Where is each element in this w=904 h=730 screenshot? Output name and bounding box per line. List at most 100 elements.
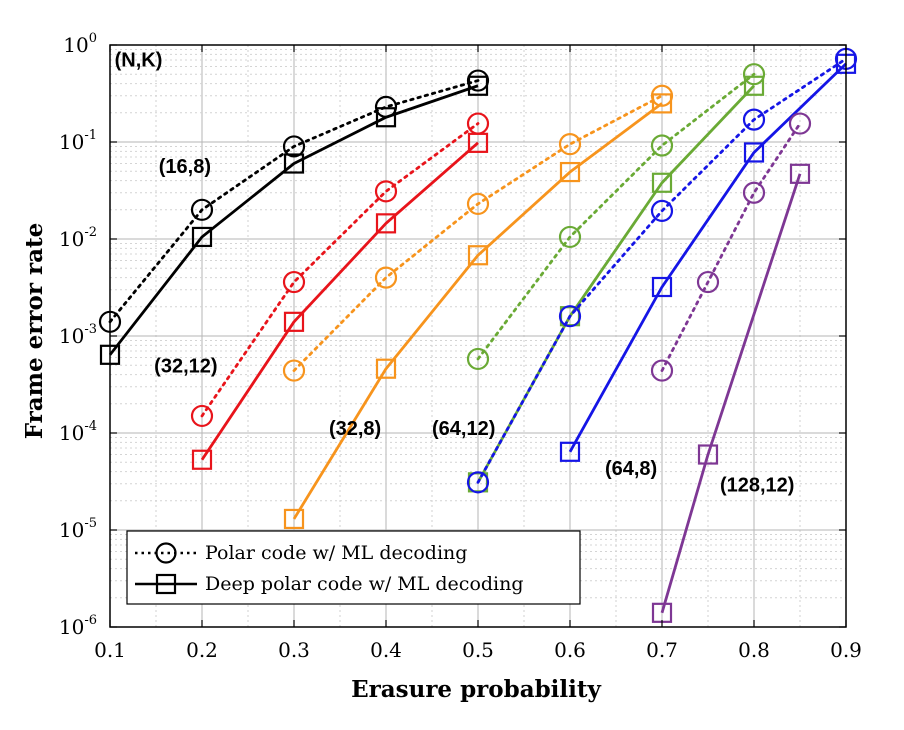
y-tick-exponent: -4: [84, 419, 97, 434]
data-point-circle: [190, 198, 214, 221]
annotation-label: (16,8): [159, 156, 211, 178]
data-point-circle: [696, 270, 720, 294]
data-point-square: [467, 132, 489, 153]
x-tick-label: 0.6: [554, 638, 586, 662]
data-point-circle: [374, 180, 398, 203]
y-tick-base: 10: [59, 421, 84, 445]
y-tick-base: 10: [59, 518, 84, 542]
y-tick-label: 10-3: [59, 322, 97, 348]
series-12812-deep-polar: [651, 163, 811, 623]
series-line: [108, 79, 480, 324]
data-point-circle: [558, 133, 582, 156]
series-line: [200, 122, 480, 418]
data-point-square: [283, 311, 305, 332]
data-point-square: [283, 153, 305, 174]
data-point-circle: [466, 192, 490, 216]
x-tick-label: 0.4: [370, 638, 402, 662]
annotation-label: (32,12): [154, 356, 217, 378]
series-line: [660, 122, 802, 372]
data-point-circle: [282, 270, 306, 294]
annotation-label: (N,K): [115, 50, 163, 72]
data-point-circle: [742, 63, 766, 86]
x-tick-label: 0.5: [462, 638, 494, 662]
data-point-square: [283, 508, 305, 530]
series-line: [292, 102, 663, 520]
y-tick-base: 10: [63, 33, 88, 57]
data-point-circle: [374, 266, 398, 289]
series-line: [476, 84, 756, 484]
y-tick-exponent: -2: [84, 225, 97, 240]
legend-polar-circle-icon: [155, 542, 177, 564]
annotation-label: (128,12): [720, 474, 795, 496]
x-tick-label: 0.1: [94, 638, 126, 662]
data-point-square: [743, 75, 765, 96]
y-tick-base: 10: [59, 615, 84, 639]
x-tick-label: 0.7: [646, 638, 678, 662]
data-point-square: [559, 161, 581, 183]
annotation-label: (32,8): [329, 418, 381, 440]
legend: Polar code w/ ML decoding Deep polar cod…: [126, 530, 581, 605]
legend-box: [126, 530, 581, 605]
y-tick-label: 100: [63, 31, 97, 57]
annotation-label: (64,12): [432, 418, 495, 440]
series-12812-polar: [650, 112, 812, 382]
x-axis-label: Erasure probability: [351, 676, 601, 703]
data-point-square: [467, 75, 489, 96]
series-line: [476, 72, 756, 361]
y-tick-exponent: -5: [84, 516, 97, 531]
data-point-square: [789, 163, 811, 184]
data-point-circle: [788, 112, 812, 135]
data-point-circle: [466, 347, 490, 371]
y-tick-base: 10: [59, 227, 84, 251]
data-point-square: [191, 226, 213, 248]
y-tick-exponent: -6: [84, 613, 97, 628]
x-tick-label: 0.2: [186, 638, 218, 662]
grid: [110, 45, 846, 627]
data-point-circle: [742, 181, 766, 204]
data-point-circle: [650, 199, 674, 222]
data-point-circle: [742, 108, 766, 131]
data-point-circle: [558, 305, 582, 328]
y-tick-label: 10-6: [59, 613, 97, 639]
series-line: [200, 141, 479, 461]
series-line: [660, 173, 802, 614]
data-point-square: [191, 449, 213, 470]
legend-deep-square-icon: [155, 573, 177, 595]
data-point-square: [375, 213, 397, 234]
data-point-square: [375, 358, 397, 379]
y-tick-base: 10: [59, 130, 84, 154]
axis-ticks: 0.1 0.2 0.3 0.4 0.5 0.6 0.7 0.8 0.910010-110-210…: [59, 31, 862, 662]
data-point-square: [743, 142, 765, 163]
data-point-square: [467, 245, 489, 266]
series-3212-deep-polar: [191, 132, 489, 470]
y-tick-exponent: -3: [84, 322, 97, 337]
data-point-circle: [466, 471, 490, 494]
data-point-circle: [282, 359, 306, 382]
annotation-label: (64,8): [605, 458, 657, 480]
data-point-circle: [650, 134, 674, 157]
y-axis-label: Frame error rate: [21, 223, 48, 440]
x-tick-label: 0.3: [278, 638, 310, 662]
y-tick-label: 10-4: [59, 419, 97, 445]
data-point-square: [651, 276, 673, 298]
series-line: [476, 57, 848, 484]
legend-polar-label: Polar code w/ ML decoding: [205, 542, 467, 564]
data-point-circle: [558, 225, 582, 249]
data-point-circle: [282, 135, 306, 158]
y-tick-label: 10-5: [59, 516, 97, 542]
y-tick-base: 10: [59, 324, 84, 348]
data-point-square: [651, 93, 673, 114]
series-3212-polar: [190, 112, 490, 428]
series-648-deep-polar: [559, 53, 857, 462]
x-tick-label: 0.9: [830, 638, 862, 662]
series-line: [568, 62, 847, 453]
plot-series: [98, 47, 858, 623]
annotations: (N,K) (16,8) (32,12) (32,8) (64,12) (64,8) (12…: [115, 50, 795, 497]
x-tick-label: 0.8: [738, 638, 770, 662]
series-328-deep-polar: [283, 93, 673, 530]
data-point-circle: [650, 359, 674, 382]
data-point-square: [559, 441, 581, 462]
data-point-square: [651, 172, 673, 193]
y-tick-label: 10-1: [59, 128, 97, 154]
series-6412-polar: [466, 63, 766, 371]
